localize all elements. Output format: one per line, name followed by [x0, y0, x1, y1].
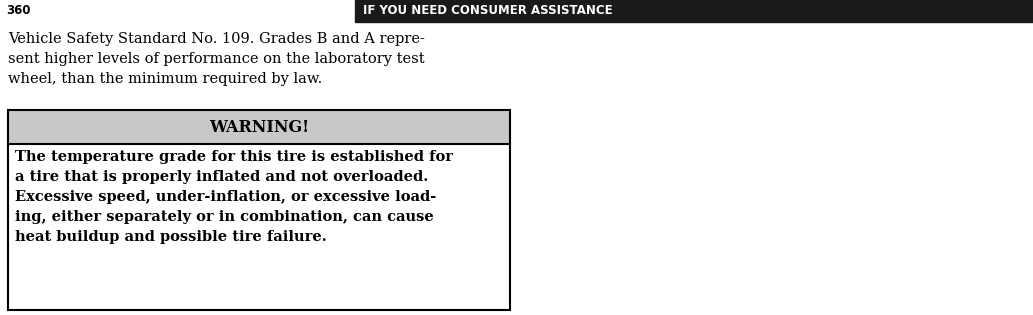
Text: a tire that is properly inflated and not overloaded.: a tire that is properly inflated and not…: [15, 170, 429, 184]
Bar: [8, 110, 510, 144]
Text: ing, either separately or in combination, can cause: ing, either separately or in combination…: [15, 210, 434, 224]
Bar: [8, 110, 510, 310]
Text: Excessive speed, under-inflation, or excessive load-: Excessive speed, under-inflation, or exc…: [15, 190, 436, 204]
Text: WARNING!: WARNING!: [209, 118, 309, 135]
Bar: [8, 144, 510, 310]
Text: heat buildup and possible tire failure.: heat buildup and possible tire failure.: [15, 230, 326, 244]
Text: 360: 360: [6, 4, 31, 18]
Bar: [355, 0, 1033, 22]
Text: wheel, than the minimum required by law.: wheel, than the minimum required by law.: [8, 72, 322, 86]
Text: Vehicle Safety Standard No. 109. Grades B and A repre-: Vehicle Safety Standard No. 109. Grades …: [8, 32, 425, 46]
Text: IF YOU NEED CONSUMER ASSISTANCE: IF YOU NEED CONSUMER ASSISTANCE: [363, 4, 613, 18]
Text: sent higher levels of performance on the laboratory test: sent higher levels of performance on the…: [8, 52, 425, 66]
Text: The temperature grade for this tire is established for: The temperature grade for this tire is e…: [15, 150, 453, 164]
